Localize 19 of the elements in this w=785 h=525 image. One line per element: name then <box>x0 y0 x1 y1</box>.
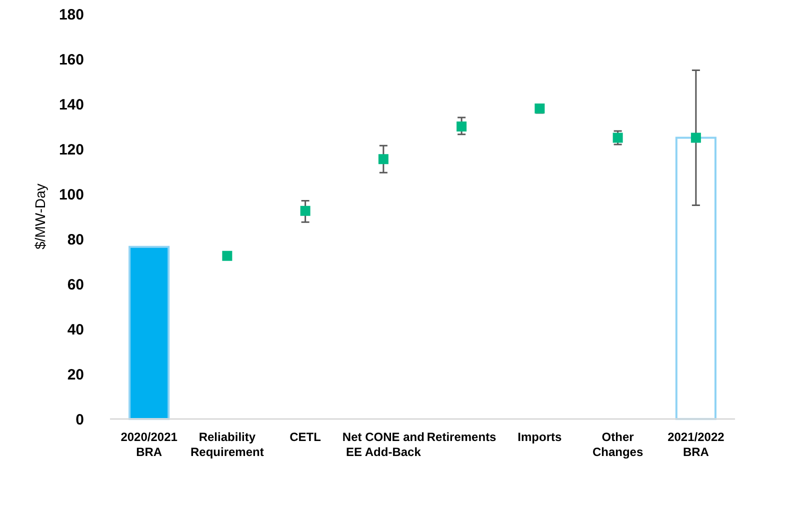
y-tick-label: 100 <box>58 186 84 204</box>
y-tick-label: 80 <box>67 231 84 248</box>
y-tick-label: 120 <box>58 141 84 158</box>
x-tick-label: Other Changes <box>592 430 644 459</box>
x-tick-label: CETL <box>290 430 321 444</box>
y-axis-title: $/MW-Day <box>32 184 48 250</box>
y-tick-label: 140 <box>58 96 84 114</box>
y-tick-label: 20 <box>67 366 84 384</box>
x-tick-label: 2020/2021 BRA <box>120 430 178 459</box>
x-tick-label: Net CONE and EE Add-Back <box>342 430 424 459</box>
y-tick-label: 40 <box>67 321 84 338</box>
x-tick-label: Retirements <box>426 430 497 444</box>
x-tick-label: 2021/2022 BRA <box>668 430 725 459</box>
y-tick-label: 0 <box>76 411 84 428</box>
y-tick-label: 160 <box>58 51 84 68</box>
x-tick-label: Reliability Requirement <box>190 430 264 459</box>
x-tick-label: Imports <box>518 430 562 444</box>
y-tick-label: 180 <box>58 6 84 24</box>
y-tick-label: 60 <box>67 276 84 294</box>
